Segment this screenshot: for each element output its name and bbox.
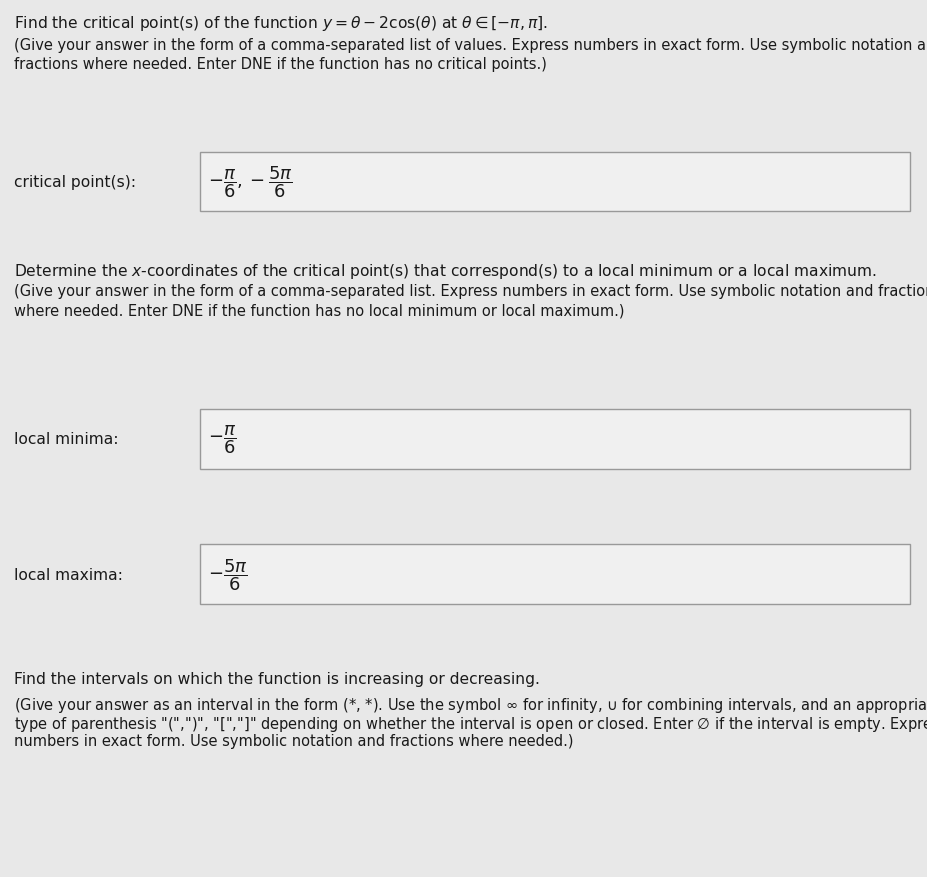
FancyBboxPatch shape <box>200 545 910 604</box>
Text: critical point(s):: critical point(s): <box>14 175 136 189</box>
FancyBboxPatch shape <box>200 153 910 211</box>
Text: type of parenthesis "(",")", "[","]" depending on whether the interval is open o: type of parenthesis "(",")", "[","]" dep… <box>14 714 927 733</box>
Text: where needed. Enter DNE if the function has no local minimum or local maximum.): where needed. Enter DNE if the function … <box>14 303 625 317</box>
Text: fractions where needed. Enter DNE if the function has no critical points.): fractions where needed. Enter DNE if the… <box>14 57 547 72</box>
Text: $-\dfrac{\pi}{6}$: $-\dfrac{\pi}{6}$ <box>208 424 236 456</box>
Text: numbers in exact form. Use symbolic notation and fractions where needed.): numbers in exact form. Use symbolic nota… <box>14 733 574 748</box>
Text: (Give your answer as an interval in the form (*, *). Use the symbol $\infty$ for: (Give your answer as an interval in the … <box>14 695 927 714</box>
Text: Find the critical point(s) of the function $y = \theta - 2\cos(\theta)$ at $\the: Find the critical point(s) of the functi… <box>14 14 548 33</box>
Text: (Give your answer in the form of a comma-separated list of values. Express numbe: (Give your answer in the form of a comma… <box>14 38 927 53</box>
Text: (Give your answer in the form of a comma-separated list. Express numbers in exac: (Give your answer in the form of a comma… <box>14 283 927 299</box>
Text: local maxima:: local maxima: <box>14 567 123 581</box>
FancyBboxPatch shape <box>200 410 910 469</box>
Text: local minima:: local minima: <box>14 432 119 447</box>
Text: Find the intervals on which the function is increasing or decreasing.: Find the intervals on which the function… <box>14 671 540 686</box>
Text: Determine the $x$-coordinates of the critical point(s) that correspond(s) to a l: Determine the $x$-coordinates of the cri… <box>14 261 877 281</box>
Text: $-\dfrac{5\pi}{6}$: $-\dfrac{5\pi}{6}$ <box>208 557 248 592</box>
Text: $-\dfrac{\pi}{6}, -\dfrac{5\pi}{6}$: $-\dfrac{\pi}{6}, -\dfrac{5\pi}{6}$ <box>208 165 293 200</box>
